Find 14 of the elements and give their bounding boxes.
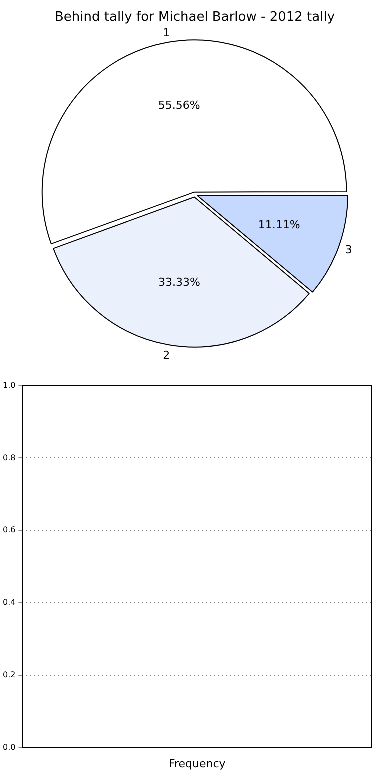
slice-label: 1 [163,26,170,40]
y-tick-label: 0.8 [2,453,16,462]
y-tick-label: 0.4 [2,598,16,608]
y-tick-label: 1.0 [2,380,16,390]
slice-label: 3 [345,244,352,257]
y-tick-label: 0.0 [2,742,16,752]
x-tick-label: Frequency [168,757,226,770]
data-label: 55.56% [158,99,200,112]
chart-title: Behind tally for Michael Barlow - 2012 tally [54,10,336,26]
data-label: 11.11% [258,218,300,232]
y-tick-label: 0.2 [2,670,16,680]
y-tick-label: 0.6 [2,526,16,535]
slice-label: 2 [163,348,170,362]
data-label: 33.33% [158,276,200,290]
